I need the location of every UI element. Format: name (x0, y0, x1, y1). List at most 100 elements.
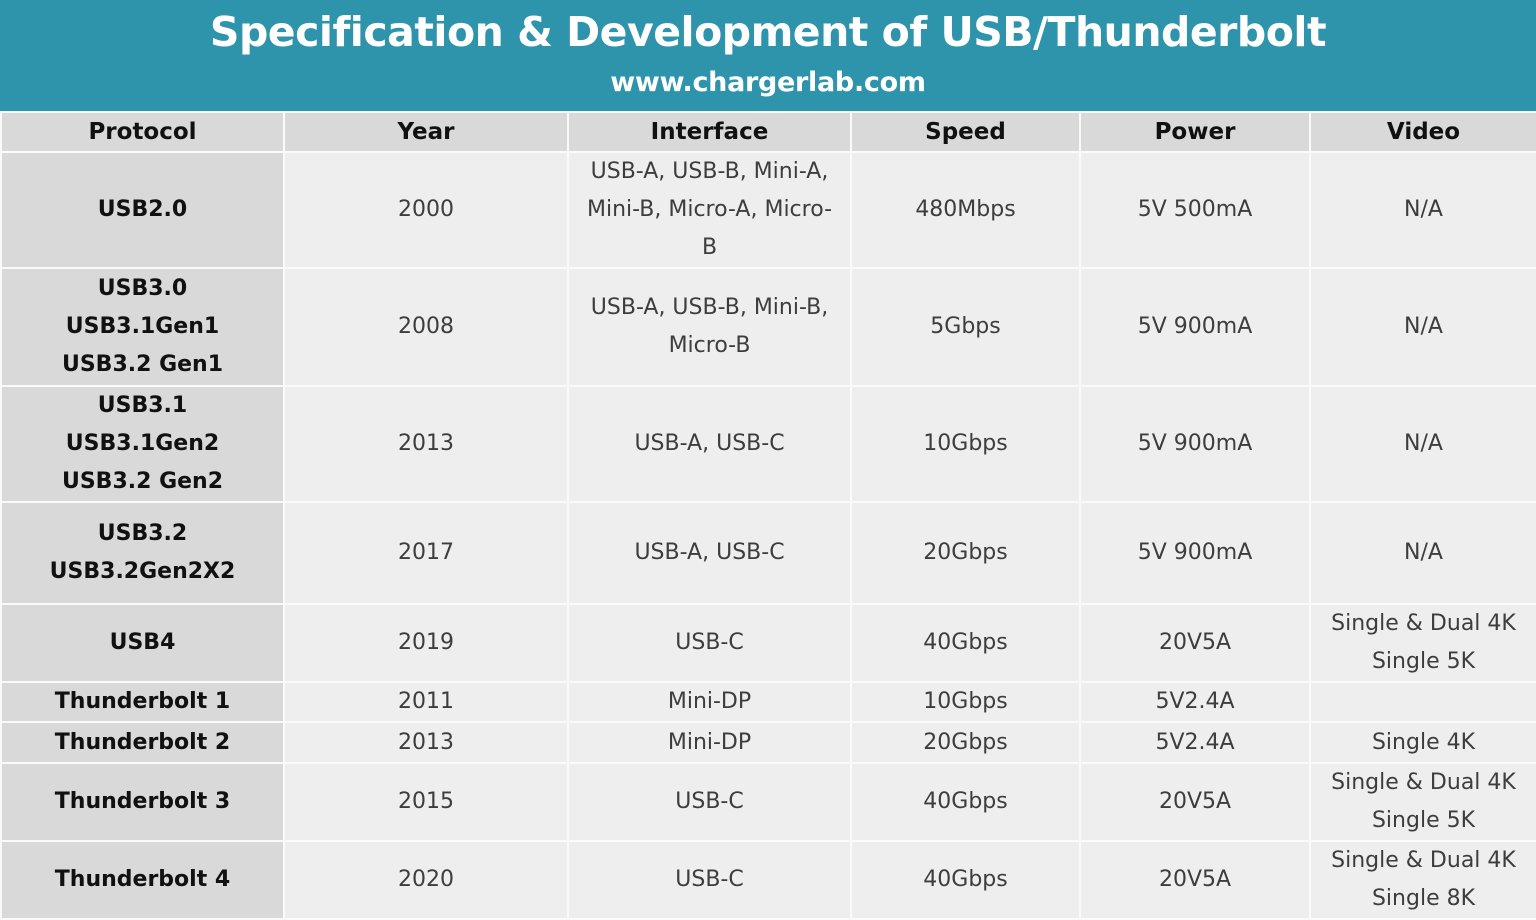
cell-year: 2017 (283, 501, 569, 605)
cell-protocol-line: Thunderbolt 2 (54, 729, 231, 755)
cell-protocol-line: USB3.2 Gen1 (61, 352, 224, 377)
cell-interface: USB-A, USB-C (567, 385, 852, 503)
cell-year: 2020 (283, 840, 569, 920)
cell-interface-line: USB-C (675, 789, 744, 814)
cell-power: 20V5A (1079, 840, 1311, 920)
header-video: Video (1309, 111, 1536, 153)
cell-power: 5V 500mA (1079, 151, 1311, 269)
table-row: USB3.1 USB3.1Gen2 USB3.2 Gen2 2013 USB-A, US… (0, 385, 1536, 503)
cell-interface-line: USB-C (675, 630, 744, 655)
cell-video: N/A (1309, 385, 1536, 503)
cell-interface-line: Micro-B (668, 333, 751, 358)
cell-video-line: N/A (1404, 540, 1443, 565)
cell-power: 5V2.4A (1079, 681, 1311, 723)
cell-protocol: USB3.2 USB3.2Gen2X2 (0, 501, 285, 605)
cell-protocol-line: USB2.0 (97, 197, 188, 222)
cell-video-line: N/A (1404, 197, 1443, 222)
source-url: www.chargerlab.com (610, 67, 926, 98)
cell-interface-line: USB-A, USB-C (634, 431, 785, 456)
table-row: Thunderbolt 1 2011 Mini-DP 10Gbps 5V2.4A (0, 681, 1536, 723)
cell-protocol: USB2.0 (0, 151, 285, 269)
cell-year: 2015 (283, 762, 569, 842)
cell-video-line: Single 8K (1371, 886, 1476, 911)
cell-year: 2008 (283, 267, 569, 387)
table-row: USB3.2 USB3.2Gen2X2 2017 USB-A, USB-C 20Gbps… (0, 501, 1536, 605)
cell-protocol: Thunderbolt 2 (0, 721, 285, 764)
title-banner: Specification & Development of USB/Thund… (0, 0, 1536, 111)
cell-protocol-line: USB3.1Gen2 (65, 431, 220, 456)
cell-protocol-line: USB3.2 Gen2 (61, 469, 224, 494)
cell-interface-line: USB-A, USB-B, Mini-B, (590, 295, 829, 320)
cell-video-line: Single 4K (1371, 729, 1476, 755)
cell-video-line: N/A (1404, 314, 1443, 339)
cell-protocol-line: Thunderbolt 1 (54, 689, 231, 714)
cell-power: 5V 900mA (1079, 501, 1311, 605)
cell-interface-line: Mini-DP (667, 729, 752, 755)
cell-interface: USB-A, USB-B, Mini-A, Mini-B, Micro-A, Mi… (567, 151, 852, 269)
header-year: Year (283, 111, 569, 153)
cell-protocol-line: USB3.1Gen1 (65, 314, 220, 339)
cell-protocol: USB3.0 USB3.1Gen1 USB3.2 Gen1 (0, 267, 285, 387)
cell-video-line: Single 5K (1371, 649, 1476, 674)
table-row: Thunderbolt 3 2015 USB-C 40Gbps 20V5A Single … (0, 762, 1536, 842)
cell-video: N/A (1309, 501, 1536, 605)
cell-interface-line: Mini-DP (667, 689, 752, 714)
cell-video: Single & Dual 4K Single 5K (1309, 762, 1536, 842)
cell-speed: 40Gbps (850, 762, 1081, 842)
cell-interface-line: USB-C (675, 867, 744, 892)
cell-protocol: Thunderbolt 4 (0, 840, 285, 920)
header-protocol: Protocol (0, 111, 285, 153)
cell-protocol-line: USB3.2Gen2X2 (49, 559, 236, 584)
cell-video-line: Single & Dual 4K (1331, 611, 1516, 636)
cell-protocol: USB3.1 USB3.1Gen2 USB3.2 Gen2 (0, 385, 285, 503)
cell-video: N/A (1309, 267, 1536, 387)
cell-speed: 10Gbps (850, 681, 1081, 723)
cell-protocol: Thunderbolt 3 (0, 762, 285, 842)
cell-speed: 40Gbps (850, 603, 1081, 683)
cell-speed: 10Gbps (850, 385, 1081, 503)
cell-protocol-line: Thunderbolt 3 (54, 789, 231, 814)
cell-speed: 40Gbps (850, 840, 1081, 920)
header-power: Power (1079, 111, 1311, 153)
table-row: USB3.0 USB3.1Gen1 USB3.2 Gen1 2008 USB-A, US… (0, 267, 1536, 387)
cell-power: 5V 900mA (1079, 267, 1311, 387)
cell-video-line: Single 5K (1371, 808, 1476, 833)
page-title: Specification & Development of USB/Thund… (209, 8, 1327, 56)
cell-video: Single & Dual 4K Single 5K (1309, 603, 1536, 683)
table-row: Thunderbolt 4 2020 USB-C 40Gbps 20V5A Single … (0, 840, 1536, 920)
cell-video: N/A (1309, 151, 1536, 269)
cell-protocol-line: USB3.2 (97, 521, 188, 546)
cell-year: 2000 (283, 151, 569, 269)
cell-interface-line: Mini-B, Micro-A, Micro- (586, 197, 833, 222)
cell-year: 2013 (283, 721, 569, 764)
cell-protocol-line: USB3.1 (97, 393, 188, 418)
cell-interface: USB-A, USB-C (567, 501, 852, 605)
cell-speed: 480Mbps (850, 151, 1081, 269)
cell-protocol: USB4 (0, 603, 285, 683)
cell-interface-line: USB-A, USB-C (634, 540, 785, 565)
cell-interface: USB-C (567, 762, 852, 842)
spec-table: Protocol Year Interface Speed Power Vide… (0, 111, 1536, 920)
cell-interface: Mini-DP (567, 681, 852, 723)
cell-power: 5V2.4A (1079, 721, 1311, 764)
header-row: Protocol Year Interface Speed Power Vide… (0, 111, 1536, 153)
cell-video: Single 4K (1309, 721, 1536, 764)
cell-interface: Mini-DP (567, 721, 852, 764)
cell-protocol-line: USB3.0 (97, 276, 188, 301)
cell-power: 5V 900mA (1079, 385, 1311, 503)
cell-protocol-line: Thunderbolt 4 (54, 867, 231, 892)
cell-interface: USB-A, USB-B, Mini-B, Micro-B (567, 267, 852, 387)
header-speed: Speed (850, 111, 1081, 153)
header-interface: Interface (567, 111, 852, 153)
cell-protocol: Thunderbolt 1 (0, 681, 285, 723)
cell-speed: 20Gbps (850, 721, 1081, 764)
cell-video: Single & Dual 4K Single 8K (1309, 840, 1536, 920)
cell-power: 20V5A (1079, 603, 1311, 683)
cell-video (1309, 681, 1536, 723)
cell-speed: 20Gbps (850, 501, 1081, 605)
cell-protocol-line: USB4 (109, 630, 176, 655)
cell-interface: USB-C (567, 603, 852, 683)
table-row: USB4 2019 USB-C 40Gbps 20V5A Single & Dual 4K… (0, 603, 1536, 683)
table-row: USB2.0 2000 USB-A, USB-B, Mini-A, Mini-B, M… (0, 151, 1536, 269)
cell-video-line: N/A (1404, 431, 1443, 456)
